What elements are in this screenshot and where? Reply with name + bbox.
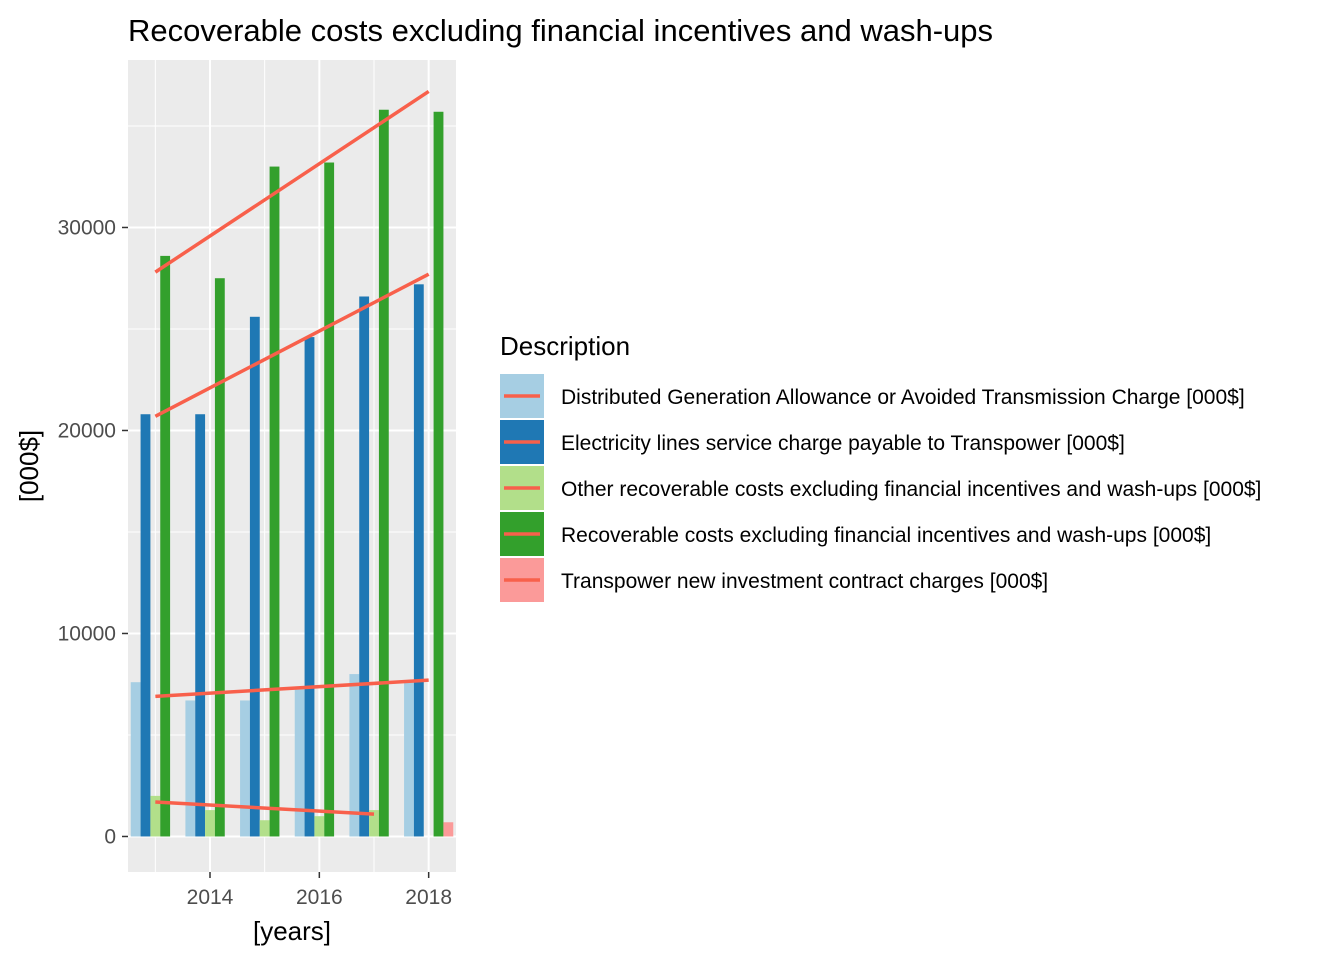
bar xyxy=(249,316,260,837)
legend-label: Distributed Generation Allowance or Avoi… xyxy=(561,386,1245,409)
bars xyxy=(130,109,454,837)
trend-line xyxy=(154,272,430,418)
bar xyxy=(195,414,206,837)
bar xyxy=(130,682,141,837)
legend-label: Other recoverable costs excluding financ… xyxy=(561,478,1261,501)
bar xyxy=(185,700,196,837)
bar xyxy=(240,700,250,837)
trend-line xyxy=(154,90,430,274)
y-tick-label: 20000 xyxy=(58,419,116,442)
y-tick-label: 10000 xyxy=(58,622,116,645)
bar xyxy=(150,795,161,837)
y-tick-label: 0 xyxy=(104,825,116,848)
bar xyxy=(443,822,454,837)
x-axis: 2014 2016 2018 xyxy=(187,872,452,909)
legend-label: Transpower new investment contract charg… xyxy=(561,570,1048,593)
grid-major xyxy=(128,60,456,872)
bar xyxy=(294,688,305,837)
trend-line xyxy=(155,678,429,699)
bar xyxy=(269,166,280,837)
bar xyxy=(378,109,389,837)
trend-line xyxy=(155,800,375,816)
bar xyxy=(349,674,360,837)
bar xyxy=(160,255,171,837)
bar xyxy=(433,111,444,837)
bar xyxy=(359,296,370,837)
y-axis-title: [000$] xyxy=(14,430,44,502)
bar xyxy=(259,820,270,837)
grid-minor xyxy=(128,60,456,872)
bar xyxy=(314,816,325,837)
bar xyxy=(324,162,335,837)
x-tick-label: 2014 xyxy=(187,886,234,909)
trend-lines xyxy=(154,90,430,816)
bar xyxy=(214,278,225,837)
chart-title: Recoverable costs excluding financial in… xyxy=(128,13,993,48)
plot-panel xyxy=(128,60,456,872)
bar xyxy=(304,337,315,837)
bar xyxy=(140,414,151,837)
legend: Description Distributed Generation Allow… xyxy=(500,331,1261,602)
bar xyxy=(413,284,424,837)
bar xyxy=(369,810,379,837)
legend-title: Description xyxy=(500,331,630,361)
y-axis: 0 10000 20000 30000 xyxy=(58,216,128,848)
bar xyxy=(404,682,414,837)
bar xyxy=(205,810,215,837)
legend-label: Electricity lines service charge payable… xyxy=(561,432,1125,455)
x-tick-label: 2018 xyxy=(405,886,452,909)
legend-label: Recoverable costs excluding financial in… xyxy=(561,524,1211,547)
x-axis-title: [years] xyxy=(253,916,331,946)
x-tick-label: 2016 xyxy=(296,886,343,909)
y-tick-label: 30000 xyxy=(58,216,116,239)
